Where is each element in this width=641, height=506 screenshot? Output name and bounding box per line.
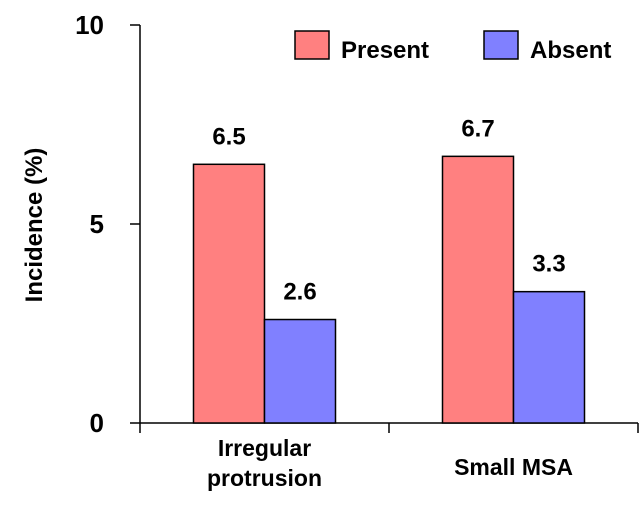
category-label-line: Small MSA bbox=[454, 454, 573, 480]
bar-absent bbox=[263, 318, 337, 424]
bar-value-label: 6.7 bbox=[461, 115, 494, 142]
legend-label: Absent bbox=[530, 37, 611, 64]
legend-swatch-present bbox=[294, 30, 330, 60]
chart-bars bbox=[192, 155, 586, 424]
category-label-line: protrusion bbox=[207, 465, 322, 491]
y-tick-label: 5 bbox=[90, 209, 104, 239]
category-labels: Irregular protrusion Small MSA bbox=[207, 435, 573, 491]
legend-label: Present bbox=[341, 37, 429, 64]
legend-swatch-absent bbox=[483, 30, 519, 60]
y-axis-label: Incidence (%) bbox=[21, 148, 48, 303]
bar-value-label: 3.3 bbox=[532, 251, 565, 278]
y-tick-label: 10 bbox=[75, 10, 104, 40]
y-tick-label: 0 bbox=[90, 408, 104, 438]
bar-value-label: 6.5 bbox=[212, 123, 245, 150]
category-label-line: Irregular bbox=[218, 435, 311, 461]
bar-present bbox=[192, 163, 266, 424]
bar-value-label: 2.6 bbox=[283, 279, 316, 306]
chart-legend: Present Absent bbox=[294, 30, 611, 64]
bar-present bbox=[441, 155, 515, 424]
value-labels: 6.5 2.6 6.7 3.3 bbox=[212, 115, 565, 305]
category-label: Irregular protrusion bbox=[207, 435, 322, 491]
bar-absent bbox=[512, 290, 586, 424]
category-label: Small MSA bbox=[454, 454, 573, 480]
